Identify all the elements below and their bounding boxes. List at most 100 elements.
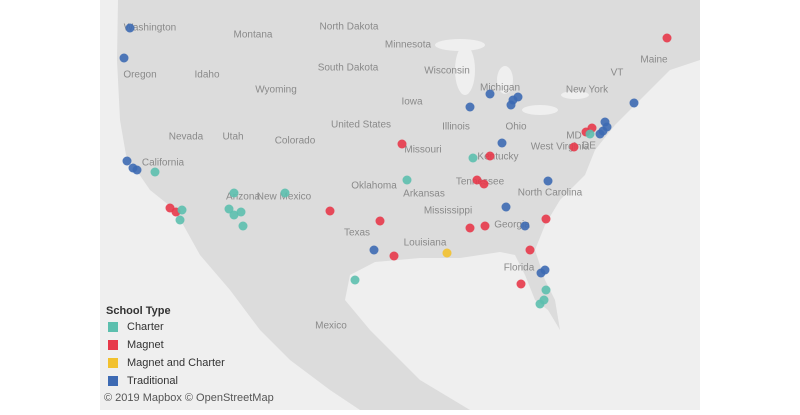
school-point <box>122 156 132 166</box>
school-point <box>540 265 550 275</box>
map-label: Wyoming <box>255 85 297 96</box>
school-point <box>465 223 475 233</box>
legend-label: Charter <box>127 321 164 333</box>
school-point <box>325 206 335 216</box>
map-label: Mississippi <box>424 206 472 217</box>
school-point <box>662 33 672 43</box>
school-point <box>595 129 605 139</box>
attribution: © 2019 Mapbox © OpenStreetMap <box>104 392 274 404</box>
school-point <box>513 92 523 102</box>
map-label: Oregon <box>123 70 156 81</box>
school-point <box>485 89 495 99</box>
school-point <box>468 153 478 163</box>
map-label: Missouri <box>404 145 441 156</box>
legend-label: Magnet and Charter <box>127 357 225 369</box>
school-point <box>389 251 399 261</box>
map-label: VT <box>611 68 624 79</box>
map-label: North Carolina <box>518 188 583 199</box>
school-point <box>229 188 239 198</box>
school-point <box>516 279 526 289</box>
map-label: West Virginia <box>531 142 590 153</box>
school-point <box>132 165 142 175</box>
map-label: Idaho <box>194 70 219 81</box>
lake <box>497 66 513 94</box>
school-point <box>397 139 407 149</box>
school-point <box>175 215 185 225</box>
school-point <box>119 53 129 63</box>
map-label: Texas <box>344 228 370 239</box>
school-point <box>543 176 553 186</box>
school-point <box>585 129 595 139</box>
legend-swatch <box>108 376 118 386</box>
school-point <box>238 221 248 231</box>
lake <box>455 45 475 95</box>
school-point <box>402 175 412 185</box>
school-point <box>465 102 475 112</box>
school-point <box>229 210 239 220</box>
school-point <box>442 248 452 258</box>
map-label: Colorado <box>275 136 316 147</box>
atlantic-ocean <box>535 60 700 410</box>
map-label: Washington <box>124 23 176 34</box>
map-label: Arizona <box>226 192 260 203</box>
lake <box>561 91 589 99</box>
map-label: Ohio <box>505 122 527 133</box>
map-label: United States <box>331 120 391 131</box>
map-label: Montana <box>234 30 273 41</box>
school-point <box>150 167 160 177</box>
map-label: Utah <box>222 132 243 143</box>
map-label: South Dakota <box>318 63 379 74</box>
map-label: MD <box>566 131 582 142</box>
map-label: Arkansas <box>403 189 445 200</box>
school-point <box>629 98 639 108</box>
legend-label: Magnet <box>127 339 164 351</box>
school-point <box>375 216 385 226</box>
school-point <box>506 100 516 110</box>
map-label: Georgia <box>494 220 530 231</box>
school-point <box>224 204 234 214</box>
legend-label: Traditional <box>127 375 178 387</box>
map-label: Maine <box>640 55 668 66</box>
school-point <box>125 23 135 33</box>
school-point <box>525 245 535 255</box>
map-label: Minnesota <box>385 40 432 51</box>
school-point <box>485 151 495 161</box>
pacific-ocean <box>100 0 360 410</box>
map-label: Iowa <box>401 97 423 108</box>
school-point <box>541 214 551 224</box>
school-point <box>280 188 290 198</box>
school-point <box>497 138 507 148</box>
map-label: Florida <box>504 263 535 274</box>
map-label: Louisiana <box>404 238 447 249</box>
map-label: New York <box>566 85 609 96</box>
map-label: California <box>142 158 185 169</box>
map-label: Kentucky <box>477 152 518 163</box>
school-point <box>350 275 360 285</box>
map-label: North Dakota <box>320 22 379 33</box>
school-point <box>236 207 246 217</box>
school-point <box>177 205 187 215</box>
map-label: Wisconsin <box>424 66 470 77</box>
school-point <box>569 142 579 152</box>
map-label: DE <box>582 141 596 152</box>
school-point <box>541 285 551 295</box>
legend-title: School Type <box>106 305 171 317</box>
school-point <box>479 179 489 189</box>
map-label: Mexico <box>315 321 347 332</box>
school-point <box>472 175 482 185</box>
legend-swatch <box>108 322 118 332</box>
gulf-of-mexico <box>345 252 560 410</box>
legend-swatch <box>108 358 118 368</box>
lake <box>522 105 558 115</box>
school-point <box>369 245 379 255</box>
map-label: Oklahoma <box>351 181 397 192</box>
legend-swatch <box>108 340 118 350</box>
lake <box>435 39 485 51</box>
school-point <box>501 202 511 212</box>
school-point <box>520 221 530 231</box>
map-label: Illinois <box>442 122 470 133</box>
school-point <box>535 299 545 309</box>
map-label: Michigan <box>480 83 520 94</box>
